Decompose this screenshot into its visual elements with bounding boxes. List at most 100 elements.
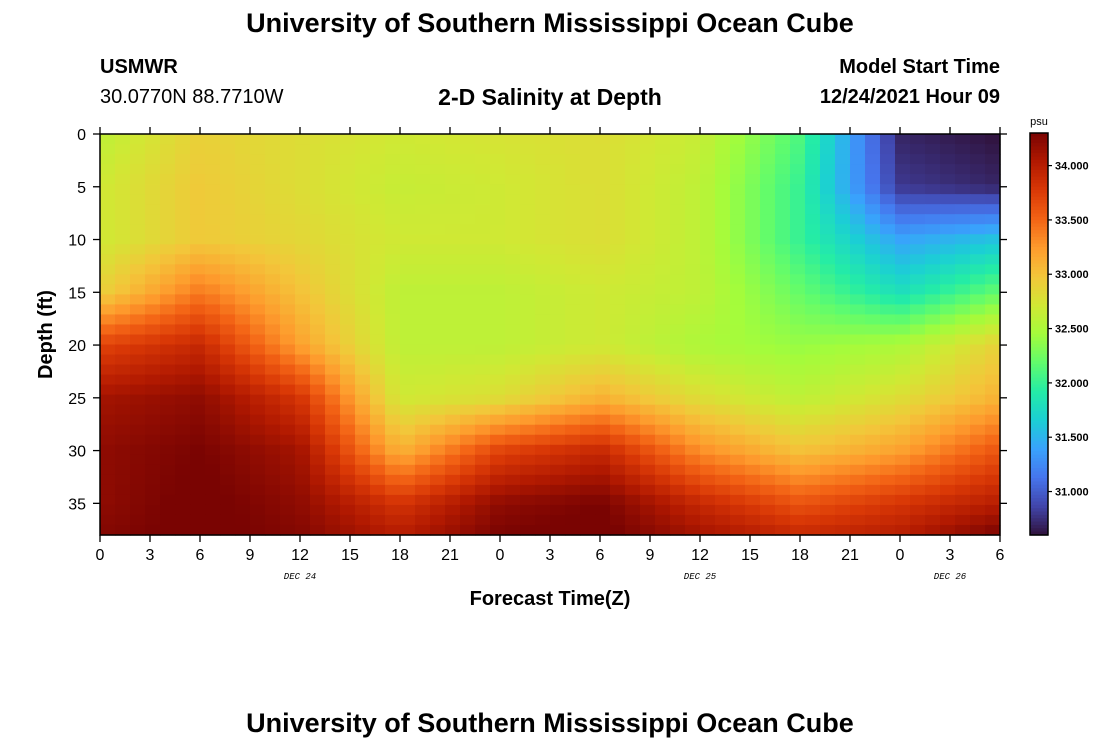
heatmap-cell (760, 464, 776, 476)
heatmap-cell (865, 424, 881, 436)
heatmap-cell (985, 464, 1001, 476)
heatmap-cell (265, 174, 281, 185)
heatmap-cell (640, 274, 656, 285)
heatmap-cell (160, 404, 176, 416)
heatmap-cell (595, 454, 611, 466)
heatmap-cell (730, 464, 746, 476)
heatmap-cell (700, 474, 716, 486)
heatmap-cell (895, 514, 911, 526)
heatmap-cell (955, 204, 971, 215)
heatmap-cell (295, 134, 311, 145)
heatmap-cell (805, 404, 821, 416)
heatmap-cell (535, 384, 551, 396)
heatmap-cell (850, 304, 866, 316)
heatmap-cell (235, 194, 251, 205)
heatmap-cell (835, 504, 851, 516)
heatmap-cell (745, 144, 761, 155)
heatmap-cell (835, 464, 851, 476)
heatmap-cell (550, 224, 566, 235)
heatmap-cell (280, 474, 296, 486)
heatmap-cell (340, 274, 356, 285)
x-tick-label: 18 (791, 547, 809, 564)
heatmap-cell (790, 384, 806, 396)
heatmap-cell (295, 274, 311, 285)
heatmap-cell (325, 514, 341, 526)
heatmap-cell (640, 414, 656, 426)
heatmap-cell (640, 144, 656, 155)
heatmap-cell (940, 424, 956, 436)
heatmap-cell (175, 194, 191, 205)
heatmap-cell (205, 194, 221, 205)
heatmap-cell (925, 304, 941, 316)
heatmap-cell (700, 384, 716, 396)
heatmap-cell (190, 364, 206, 376)
colorbar-swatch (1030, 407, 1048, 412)
heatmap-cell (175, 314, 191, 326)
heatmap-cell (535, 334, 551, 346)
heatmap-cell (295, 334, 311, 346)
heatmap-cell (715, 344, 731, 356)
heatmap-cell (490, 314, 506, 326)
heatmap-cell (655, 254, 671, 265)
heatmap-cell (385, 134, 401, 145)
heatmap-cell (175, 214, 191, 225)
heatmap-cell (925, 324, 941, 336)
heatmap-cell (295, 374, 311, 386)
heatmap-cell (895, 384, 911, 396)
heatmap-cell (340, 294, 356, 306)
heatmap-cell (280, 214, 296, 225)
heatmap-cell (820, 234, 836, 245)
heatmap-cell (160, 364, 176, 376)
heatmap-cell (160, 304, 176, 316)
heatmap-cell (145, 184, 161, 195)
heatmap-cell (190, 214, 206, 225)
heatmap-cell (250, 444, 266, 456)
heatmap-cell (745, 514, 761, 526)
heatmap-cell (115, 484, 131, 496)
heatmap-cell (355, 504, 371, 516)
heatmap-cell (715, 294, 731, 306)
heatmap-cell (400, 484, 416, 496)
heatmap-cell (205, 514, 221, 526)
heatmap-cell (310, 164, 326, 175)
heatmap-cell (295, 174, 311, 185)
heatmap-cell (745, 294, 761, 306)
heatmap-cell (790, 504, 806, 516)
heatmap-cell (175, 164, 191, 175)
heatmap-cell (460, 344, 476, 356)
heatmap-cell (295, 214, 311, 225)
heatmap-cell (475, 344, 491, 356)
heatmap-cell (550, 194, 566, 205)
heatmap-cell (220, 184, 236, 195)
heatmap-cell (100, 414, 116, 426)
heatmap-cell (865, 404, 881, 416)
heatmap-cell (340, 444, 356, 456)
heatmap-cell (460, 394, 476, 406)
heatmap-cell (820, 394, 836, 406)
heatmap-cell (415, 454, 431, 466)
colorbar-swatch (1030, 139, 1048, 144)
heatmap-cell (580, 204, 596, 215)
heatmap-cell (190, 324, 206, 336)
heatmap-cell (685, 214, 701, 225)
heatmap-cell (745, 174, 761, 185)
heatmap-cell (655, 174, 671, 185)
heatmap-cell (805, 324, 821, 336)
heatmap-cell (670, 184, 686, 195)
heatmap-cell (610, 154, 626, 165)
heatmap-cell (640, 224, 656, 235)
heatmap-cell (865, 394, 881, 406)
heatmap-cell (670, 504, 686, 516)
heatmap-cell (310, 524, 326, 536)
heatmap-cell (925, 414, 941, 426)
heatmap-cell (820, 254, 836, 265)
heatmap-cell (445, 464, 461, 476)
heatmap-cell (190, 354, 206, 366)
heatmap-cell (310, 294, 326, 306)
heatmap-cell (475, 524, 491, 536)
heatmap-cell (745, 434, 761, 446)
heatmap-cell (730, 324, 746, 336)
heatmap-cell (190, 394, 206, 406)
heatmap-cell (475, 424, 491, 436)
